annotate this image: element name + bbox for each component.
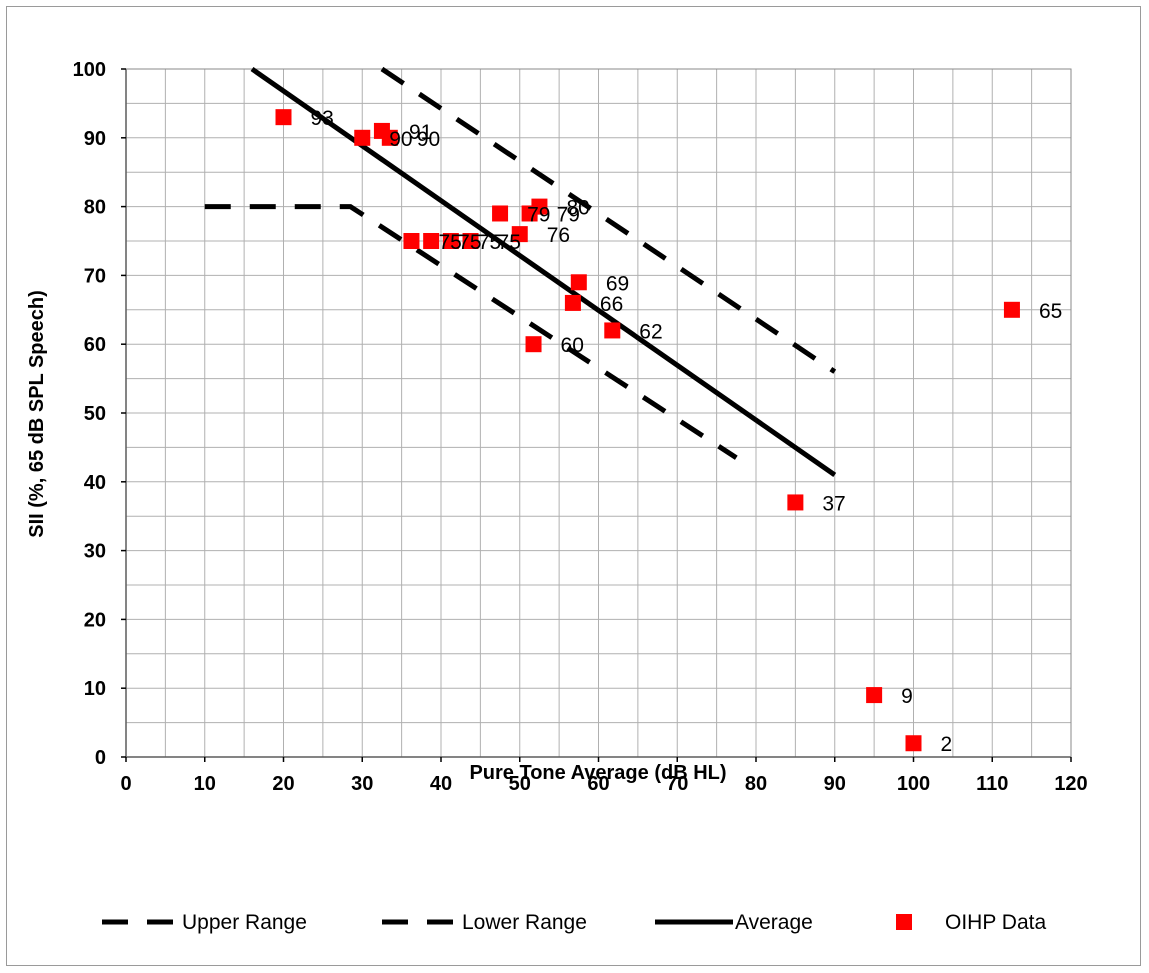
y-tick-label: 70 xyxy=(84,265,106,287)
data-point-label: 76 xyxy=(547,224,570,247)
y-tick-label: 60 xyxy=(84,334,106,356)
data-point-marker xyxy=(423,233,440,249)
x-tick-label: 50 xyxy=(509,773,531,795)
series-line-lower-range xyxy=(204,204,738,460)
data-point-label: 75 xyxy=(498,231,521,254)
x-axis-title: Pure Tone Average (dB HL) xyxy=(469,762,726,784)
data-point-marker xyxy=(403,233,420,249)
chart-frame xyxy=(6,6,1141,966)
x-tick-label: 100 xyxy=(897,773,930,795)
data-point-marker xyxy=(564,294,581,311)
legend-label: Upper Range xyxy=(182,911,307,934)
y-tick-label: 100 xyxy=(73,59,106,81)
data-point-marker xyxy=(442,233,459,249)
series-lines xyxy=(204,66,837,477)
x-tick-label: 40 xyxy=(430,773,452,795)
data-point-marker xyxy=(905,735,922,752)
y-tick-label: 30 xyxy=(84,541,106,563)
data-point-label: 2 xyxy=(941,733,953,756)
data-point-label: 75 xyxy=(478,231,501,254)
x-tick-label: 70 xyxy=(666,773,688,795)
x-tick-label: 0 xyxy=(120,773,131,795)
y-tick-label: 50 xyxy=(84,403,106,425)
data-point-label: 69 xyxy=(606,272,629,295)
data-point-marker xyxy=(511,226,528,243)
legend-label: OIHP Data xyxy=(945,911,1046,934)
legend-marker-swatch xyxy=(896,914,912,930)
grid xyxy=(125,68,1072,758)
y-tick-label: 90 xyxy=(84,128,106,150)
data-point-marker xyxy=(531,198,548,215)
x-tick-label: 90 xyxy=(824,773,846,795)
data-point-marker xyxy=(275,109,292,126)
data-point-label: 90 xyxy=(417,128,440,151)
data-point-marker xyxy=(570,274,587,291)
x-tick-label: 80 xyxy=(745,773,767,795)
data-point-label: 60 xyxy=(561,334,584,357)
data-point-marker xyxy=(866,687,883,704)
data-point-label: 75 xyxy=(458,231,481,254)
data-point-label: 9 xyxy=(901,685,913,708)
data-point-label: 91 xyxy=(409,121,432,144)
x-tick-label: 20 xyxy=(272,773,294,795)
data-point-marker xyxy=(525,336,542,353)
data-point-label: 79 xyxy=(557,203,580,226)
data-point-marker xyxy=(462,233,479,249)
y-tick-label: 80 xyxy=(84,197,106,219)
y-tick-label: 10 xyxy=(84,678,106,700)
series-line-average xyxy=(250,66,837,477)
series-line-upper-range xyxy=(380,66,837,374)
legend-label: Average xyxy=(735,911,813,934)
tick-labels: 0 10 20 30 40 50 60 70 80 90 100 110 120 0 10 20 30 40 50 6… xyxy=(73,59,1088,795)
y-tick-label: 20 xyxy=(84,609,106,631)
data-point-label: 79 xyxy=(527,203,550,226)
data-point-label: 37 xyxy=(822,492,845,515)
y-tick-label: 0 xyxy=(95,747,106,769)
legend-label: Lower Range xyxy=(462,911,587,934)
x-tick-label: 30 xyxy=(351,773,373,795)
data-point-label: 93 xyxy=(311,107,334,130)
data-point-label: 75 xyxy=(438,231,461,254)
data-point-label: 65 xyxy=(1039,300,1062,323)
y-axis-title: SII (%, 65 dB SPL Speech) xyxy=(26,290,48,537)
data-point-marker xyxy=(381,129,398,146)
data-point-marker xyxy=(354,129,371,146)
data-point-label: 62 xyxy=(639,320,662,343)
data-point-marker xyxy=(1003,301,1020,318)
data-point-marker xyxy=(492,205,509,222)
y-tick-label: 40 xyxy=(84,472,106,494)
data-point-marker xyxy=(787,494,804,511)
x-tick-label: 120 xyxy=(1054,773,1087,795)
legend: Upper Range Lower Range Average OIHP Data xyxy=(102,911,1046,934)
x-tick-label: 110 xyxy=(976,773,1008,795)
data-point-marker xyxy=(604,322,621,339)
data-point-label: 90 xyxy=(389,128,412,151)
x-tick-label: 60 xyxy=(587,773,609,795)
data-points xyxy=(275,109,1020,752)
x-tick-label: 10 xyxy=(194,773,216,795)
data-point-label: 66 xyxy=(600,293,623,316)
data-point-label: 80 xyxy=(566,197,589,220)
